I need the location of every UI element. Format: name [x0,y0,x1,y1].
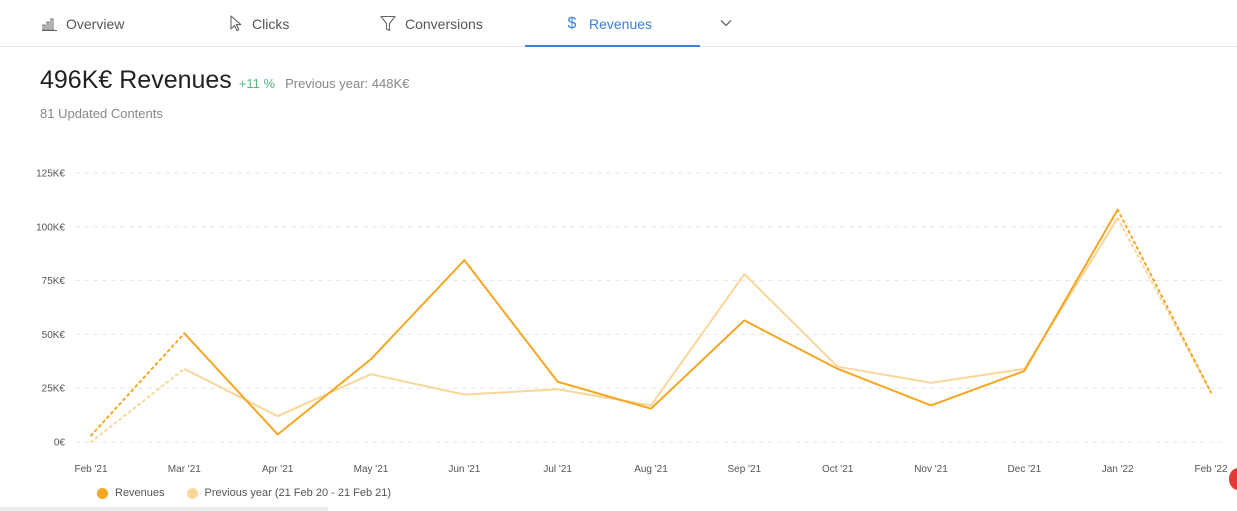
revenue-chart: 0€ 25K€ 50K€ 75K€ 100K€ 125K€ Feb '21 Mar '21 Ap… [36,169,1228,476]
x-tick-label: Jun '21 [448,464,480,475]
more-tabs-button[interactable] [716,13,736,33]
revenues-projection-segment [1116,208,1212,394]
x-tick-label: May '21 [354,464,389,475]
previous-year-projection-segment [1116,217,1212,394]
y-tick-label: 125K€ [36,169,65,180]
revenues-projection-segment [90,332,186,437]
updated-contents-count: 81 Updated Contents [40,106,163,121]
chart-legend: Revenues Previous year (21 Feb 20 - 21 F… [97,487,413,499]
revenues-dot-icon [97,487,108,499]
y-tick-label: 50K€ [42,330,66,341]
tab-bar: Overview Clicks Conversions $ Revenues [0,0,1237,47]
x-tick-label: Oct '21 [822,464,854,475]
tab-label: Revenues [589,15,653,32]
x-tick-label: Feb '21 [74,464,107,475]
previous-year-projection-segment [90,367,186,443]
tab-label: Conversions [405,15,483,32]
legend-item-revenues[interactable]: Revenues [97,487,165,499]
previous-year-dot-icon [186,487,198,499]
x-tick-label: Apr '21 [262,464,294,475]
x-tick-label: Aug '21 [634,464,668,475]
active-tab-indicator [525,45,700,47]
x-tick-label: Mar '21 [168,464,201,475]
previous-year-series-line [183,217,1119,418]
y-tick-label: 100K€ [36,222,65,233]
total-revenue: 496K€ Revenues [40,66,232,94]
tab-label: Clicks [252,15,290,32]
x-tick-label: Dec '21 [1008,464,1042,475]
y-tick-label: 0€ [54,438,66,449]
funnel-icon [379,15,397,33]
tab-overview[interactable]: Overview [40,0,124,47]
dollar-icon: $ [567,14,577,32]
revenue-change: +11 % [238,76,276,91]
legend-item-previous-year[interactable]: Previous year (21 Feb 20 - 21 Feb 21) [186,487,392,499]
y-tick-label: 25K€ [42,384,66,395]
horizontal-scrollbar[interactable] [0,507,328,511]
legend-label: Previous year (21 Feb 20 - 21 Feb 21) [204,487,392,499]
previous-year-total: Previous year: 448K€ [285,76,410,91]
tab-conversions[interactable]: Conversions [379,0,483,47]
tab-clicks[interactable]: Clicks [226,0,289,47]
cursor-icon [226,15,244,33]
tab-revenues[interactable]: $ Revenues [563,0,653,47]
x-tick-label: Nov '21 [914,464,948,475]
x-tick-label: Jul '21 [543,464,572,475]
revenue-summary: 496K€ Revenues +11 % Previous year: 448K… [40,66,409,95]
x-tick-label: Jan '22 [1102,464,1134,475]
tab-label: Overview [66,15,125,32]
y-tick-label: 75K€ [42,276,66,287]
chevron-down-icon [720,14,732,32]
legend-label: Revenues [115,487,165,499]
help-widget-button[interactable] [1229,468,1237,490]
bar-chart-icon [40,15,58,33]
x-tick-label: Sep '21 [728,464,762,475]
x-tick-label: Feb '22 [1194,464,1227,475]
revenues-series-line [183,209,1119,436]
